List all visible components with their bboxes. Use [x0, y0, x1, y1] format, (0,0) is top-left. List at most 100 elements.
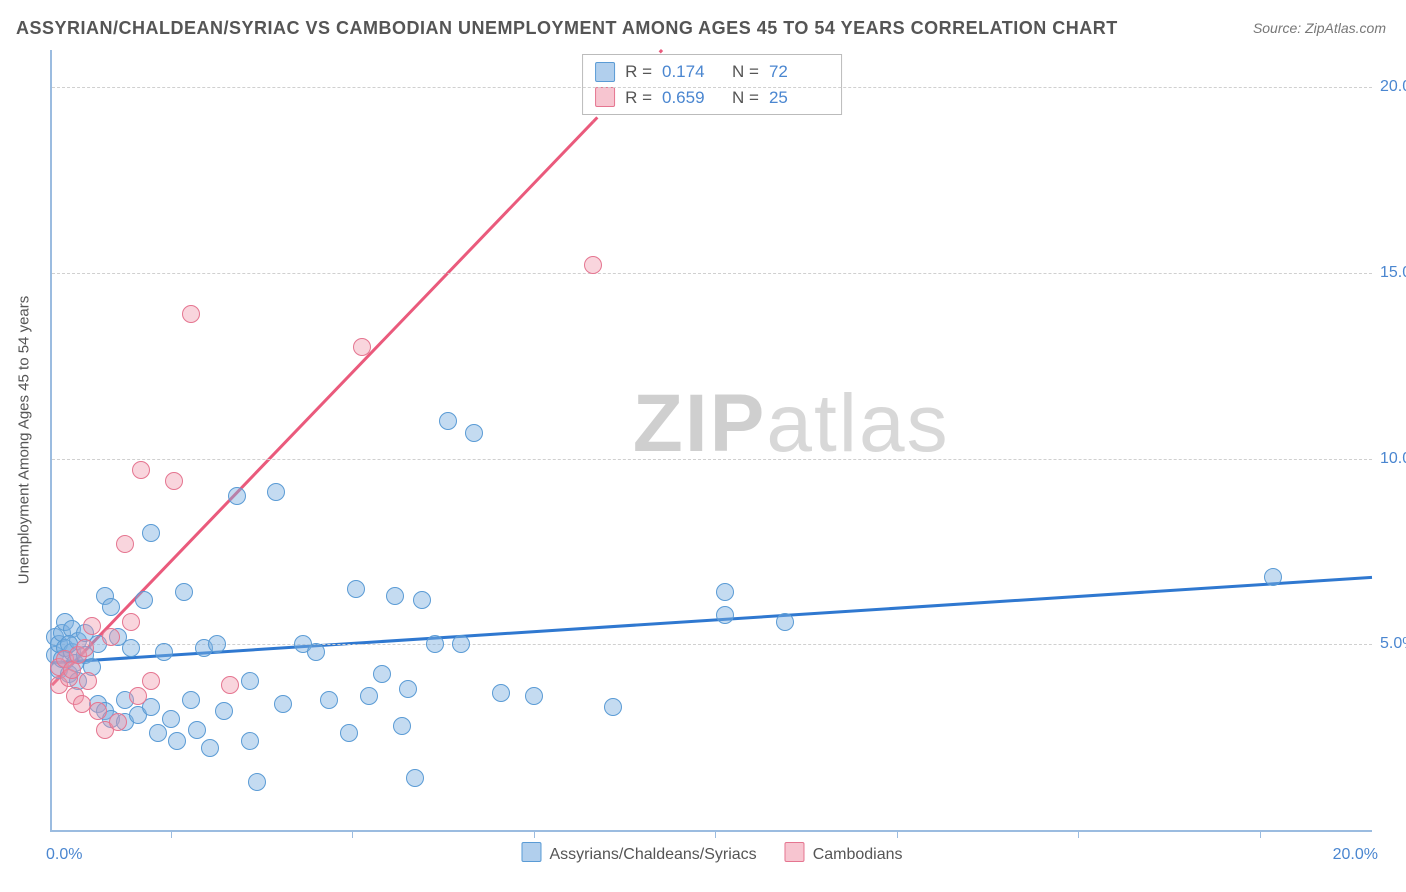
- stats-row-1: R = 0.174 N = 72: [595, 59, 829, 85]
- stats-swatch-pink: [595, 87, 615, 107]
- data-point-assyrians: [241, 672, 259, 690]
- stats-r-value-1: 0.174: [662, 59, 722, 85]
- data-point-assyrians: [426, 635, 444, 653]
- data-point-assyrians: [182, 691, 200, 709]
- data-point-cambodians: [122, 613, 140, 631]
- data-point-assyrians: [175, 583, 193, 601]
- x-tick: [1078, 830, 1079, 838]
- stats-r-label-2: R =: [625, 85, 652, 111]
- data-point-cambodians: [102, 628, 120, 646]
- data-point-assyrians: [215, 702, 233, 720]
- x-tick: [897, 830, 898, 838]
- data-point-cambodians: [132, 461, 150, 479]
- data-point-assyrians: [122, 639, 140, 657]
- data-point-cambodians: [116, 535, 134, 553]
- data-point-assyrians: [716, 583, 734, 601]
- data-point-assyrians: [102, 598, 120, 616]
- data-point-assyrians: [439, 412, 457, 430]
- x-tick: [1260, 830, 1261, 838]
- legend-swatch-pink: [785, 842, 805, 862]
- stats-r-label-1: R =: [625, 59, 652, 85]
- data-point-cambodians: [89, 702, 107, 720]
- data-point-assyrians: [320, 691, 338, 709]
- data-point-assyrians: [373, 665, 391, 683]
- data-point-assyrians: [406, 769, 424, 787]
- data-point-assyrians: [149, 724, 167, 742]
- gridline-h: [52, 644, 1372, 645]
- data-point-cambodians: [79, 672, 97, 690]
- x-tick: [171, 830, 172, 838]
- y-tick-label: 10.0%: [1380, 450, 1406, 468]
- data-point-assyrians: [452, 635, 470, 653]
- stats-n-value-2: 25: [769, 85, 829, 111]
- data-point-assyrians: [274, 695, 292, 713]
- legend-item-2: Cambodians: [785, 842, 903, 864]
- gridline-h: [52, 273, 1372, 274]
- gridline-h: [52, 87, 1372, 88]
- data-point-cambodians: [76, 639, 94, 657]
- data-point-assyrians: [386, 587, 404, 605]
- trend-line: [52, 577, 1372, 662]
- y-tick-label: 15.0%: [1380, 264, 1406, 282]
- legend: Assyrians/Chaldeans/Syriacs Cambodians: [521, 842, 902, 864]
- data-point-assyrians: [465, 424, 483, 442]
- legend-label-2: Cambodians: [813, 846, 903, 863]
- data-point-assyrians: [241, 732, 259, 750]
- data-point-cambodians: [109, 713, 127, 731]
- data-point-assyrians: [340, 724, 358, 742]
- data-point-assyrians: [604, 698, 622, 716]
- x-axis-label-left: 0.0%: [46, 846, 82, 864]
- x-axis-label-right: 20.0%: [1333, 846, 1378, 864]
- x-tick: [352, 830, 353, 838]
- data-point-cambodians: [182, 305, 200, 323]
- data-point-assyrians: [525, 687, 543, 705]
- data-point-assyrians: [162, 710, 180, 728]
- data-point-assyrians: [307, 643, 325, 661]
- y-tick-label: 20.0%: [1380, 78, 1406, 96]
- y-tick-label: 5.0%: [1380, 635, 1406, 653]
- legend-item-1: Assyrians/Chaldeans/Syriacs: [521, 842, 756, 864]
- data-point-cambodians: [353, 338, 371, 356]
- stats-row-2: R = 0.659 N = 25: [595, 85, 829, 111]
- data-point-cambodians: [221, 676, 239, 694]
- data-point-assyrians: [413, 591, 431, 609]
- x-tick: [715, 830, 716, 838]
- data-point-assyrians: [135, 591, 153, 609]
- stats-n-value-1: 72: [769, 59, 829, 85]
- data-point-assyrians: [393, 717, 411, 735]
- x-tick: [534, 830, 535, 838]
- data-point-assyrians: [360, 687, 378, 705]
- stats-swatch-blue: [595, 62, 615, 82]
- data-point-cambodians: [83, 617, 101, 635]
- trend-line: [52, 122, 593, 685]
- data-point-cambodians: [584, 256, 602, 274]
- data-point-assyrians: [267, 483, 285, 501]
- stats-n-label-1: N =: [732, 59, 759, 85]
- stats-r-value-2: 0.659: [662, 85, 722, 111]
- data-point-assyrians: [228, 487, 246, 505]
- data-point-assyrians: [208, 635, 226, 653]
- stats-box: R = 0.174 N = 72 R = 0.659 N = 25: [582, 54, 842, 115]
- data-point-assyrians: [347, 580, 365, 598]
- data-point-assyrians: [155, 643, 173, 661]
- data-point-assyrians: [142, 524, 160, 542]
- gridline-h: [52, 459, 1372, 460]
- data-point-assyrians: [492, 684, 510, 702]
- trend-lines: [52, 50, 1372, 830]
- data-point-assyrians: [168, 732, 186, 750]
- data-point-assyrians: [188, 721, 206, 739]
- data-point-cambodians: [165, 472, 183, 490]
- data-point-cambodians: [129, 687, 147, 705]
- data-point-assyrians: [1264, 568, 1282, 586]
- legend-swatch-blue: [521, 842, 541, 862]
- data-point-cambodians: [142, 672, 160, 690]
- data-point-cambodians: [73, 695, 91, 713]
- chart-title: ASSYRIAN/CHALDEAN/SYRIAC VS CAMBODIAN UN…: [16, 18, 1118, 39]
- data-point-assyrians: [399, 680, 417, 698]
- data-point-assyrians: [201, 739, 219, 757]
- data-point-assyrians: [248, 773, 266, 791]
- y-axis-label: Unemployment Among Ages 45 to 54 years: [16, 296, 33, 585]
- legend-label-1: Assyrians/Chaldeans/Syriacs: [549, 846, 756, 863]
- scatter-plot: ZIPatlas Unemployment Among Ages 45 to 5…: [50, 50, 1372, 832]
- source-label: Source: ZipAtlas.com: [1253, 20, 1386, 36]
